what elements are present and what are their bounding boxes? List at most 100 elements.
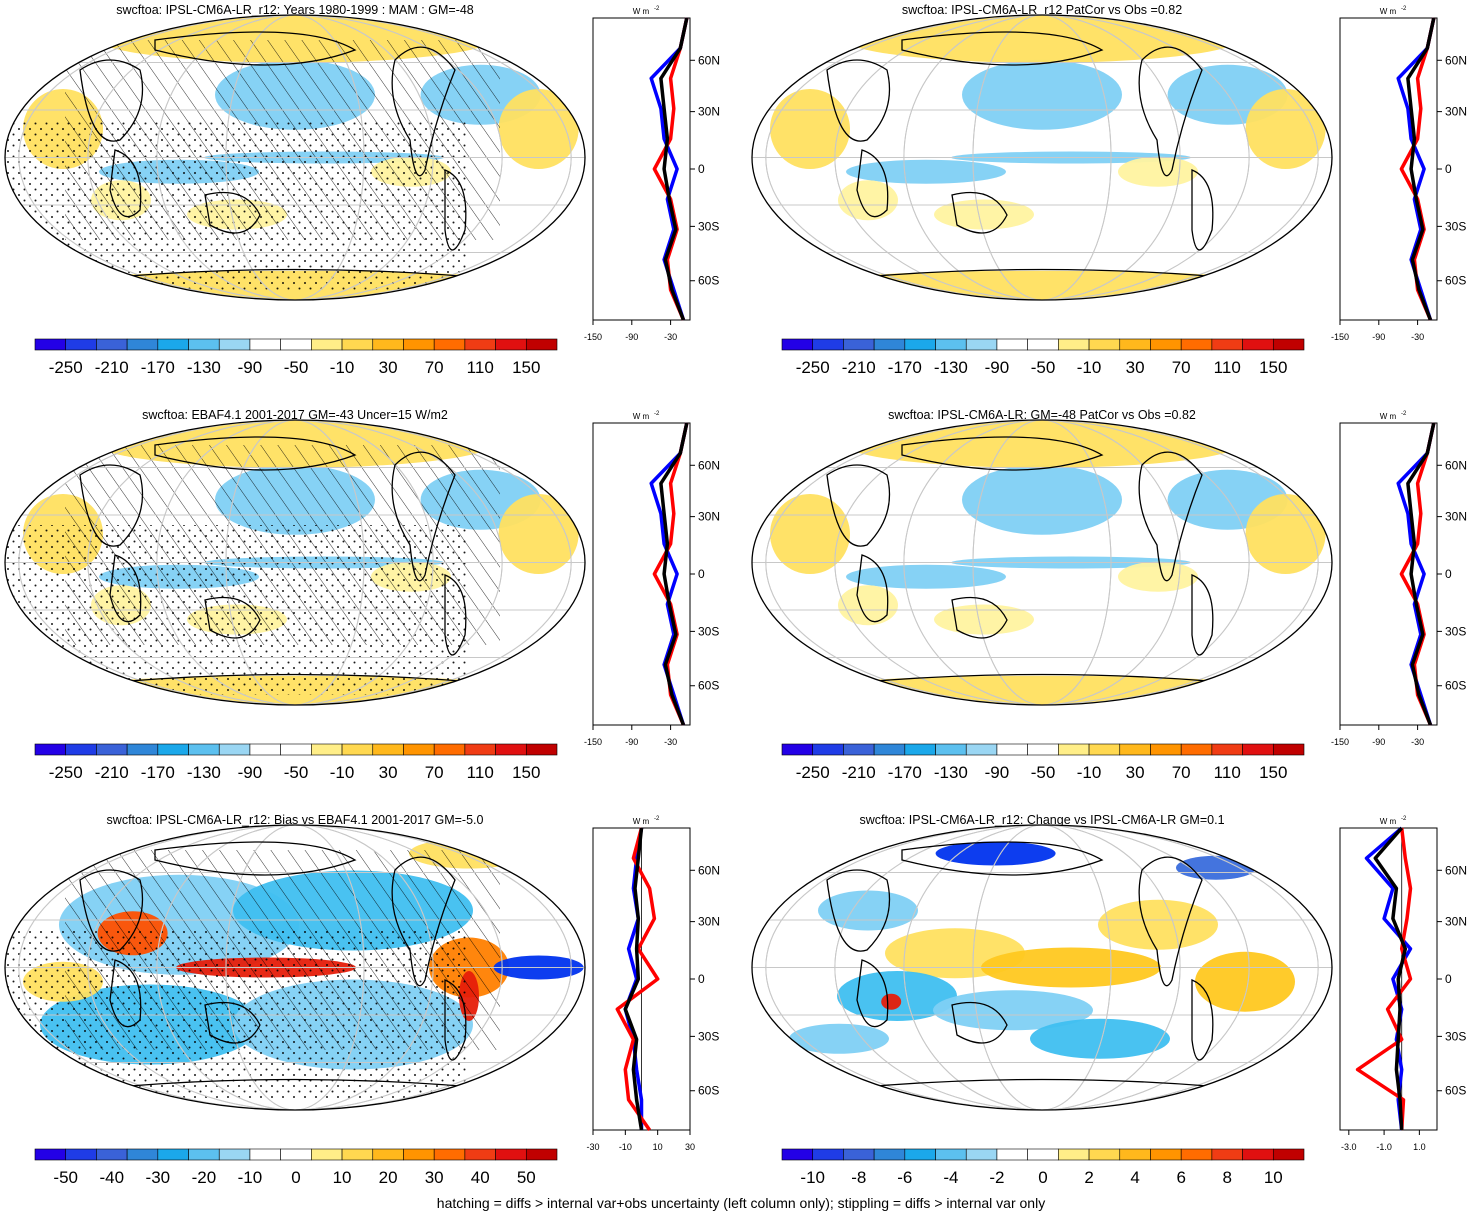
profile-series-black: [1406, 422, 1436, 726]
colorbar-cell: [249, 1148, 281, 1161]
coastline: [444, 979, 467, 1061]
coastline: [391, 46, 456, 177]
coastline: [204, 596, 261, 639]
colorbar-cell: [1088, 338, 1121, 351]
field-blob: [1030, 1018, 1170, 1059]
field-blob: [498, 89, 579, 169]
field-blob: [770, 494, 850, 574]
colorbar-cell: [1150, 743, 1182, 756]
colorbar-tick-label: -170: [888, 358, 922, 377]
colorbar-cell: [935, 1148, 967, 1161]
colorbar-cell: [1027, 338, 1059, 351]
colorbar-cell: [403, 743, 435, 756]
colorbar-tick-label: -10: [1077, 358, 1102, 377]
x-tick-label: 1.0: [1413, 1142, 1426, 1152]
colorbar-tick-label: -10: [1077, 763, 1102, 782]
field-blob: [1195, 951, 1295, 1012]
colorbar-tick-label: 70: [1172, 358, 1191, 377]
profile-unit-exp: -2: [654, 411, 660, 417]
field-blob: [1098, 899, 1218, 950]
colorbar-cell: [341, 338, 374, 351]
colorbar-cell: [1119, 338, 1151, 351]
colorbar-cell: [1272, 1148, 1305, 1161]
profile-series-red: [1355, 827, 1413, 1131]
colorbar-cell: [1058, 743, 1090, 756]
field-blob: [818, 890, 918, 931]
colorbar-cell: [280, 743, 312, 756]
colorbar-cell: [843, 743, 875, 756]
lat-label: 60N: [1445, 458, 1467, 472]
lat-label: 30N: [1445, 510, 1467, 524]
colorbar-tick-label: -250: [796, 763, 830, 782]
profile-series-black: [659, 422, 689, 726]
colorbar-tick-label: -130: [934, 763, 968, 782]
colorbar-cell: [341, 743, 374, 756]
colorbar-cell: [249, 338, 281, 351]
x-tick-label: -90: [1372, 737, 1385, 747]
panel-3: swcftoa: EBAF4.1 2001-2017 GM=-43 Uncer=…: [4, 408, 720, 782]
map-field: [5, 825, 585, 1110]
map-field: [752, 825, 1332, 1110]
colorbar-cell: [781, 1148, 814, 1161]
colorbar-cell: [996, 743, 1028, 756]
field-blob: [934, 604, 1034, 635]
profile-series-black: [659, 17, 689, 321]
grid-lon: [765, 825, 1319, 1110]
x-tick-label: -90: [625, 737, 638, 747]
colorbar-cell: [403, 1148, 435, 1161]
colorbar-tick-label: 30: [379, 763, 398, 782]
colorbar-cell: [34, 338, 67, 351]
zonal-profile: W m -2 60N 30N 0 30S 60S -150 -90 -30: [1331, 411, 1467, 747]
coastline: [444, 169, 467, 251]
profile-unit: W m: [633, 7, 650, 16]
profile-frame: [1339, 827, 1438, 1131]
colorbar-cell: [1027, 743, 1059, 756]
x-tick-label: -30: [1411, 737, 1424, 747]
colorbar-cell: [96, 1148, 128, 1161]
colorbar-tick-label: 110: [467, 358, 494, 377]
lat-label: 0: [698, 162, 705, 176]
lat-label: 30N: [698, 105, 720, 119]
map-border: [4, 824, 586, 1111]
colorbar-tick-label: -10: [330, 763, 355, 782]
coastline: [154, 436, 357, 471]
colorbar-tick-label: -130: [187, 763, 221, 782]
field-blob: [1245, 494, 1326, 574]
colorbar-cell: [1150, 338, 1182, 351]
colorbar-tick-label: 4: [1130, 1168, 1139, 1187]
colorbar-cell: [126, 1148, 159, 1161]
lat-label: 0: [698, 972, 705, 986]
colorbar-cell: [843, 338, 875, 351]
colorbar-cell: [433, 743, 466, 756]
colorbar-tick-label: -130: [187, 358, 221, 377]
coastline: [901, 31, 1104, 66]
colorbar-tick-label: -2: [989, 1168, 1004, 1187]
colorbar-cell: [495, 743, 527, 756]
colorbar-cell: [843, 1148, 875, 1161]
colorbar-tick-label: -50: [53, 1168, 78, 1187]
zonal-profile: W m -2 60N 30N 0 30S 60S -150 -90 -30: [1331, 6, 1467, 342]
colorbar-cell: [812, 338, 844, 351]
lat-label: 30N: [698, 510, 720, 524]
coastline: [79, 464, 144, 547]
colorbar-cell: [1119, 743, 1151, 756]
map-field: [752, 15, 1332, 301]
field-blob: [1176, 855, 1256, 880]
colorbar-cell: [1058, 1148, 1090, 1161]
panel-5: swcftoa: IPSL-CM6A-LR_r12: Bias vs EBAF4…: [4, 813, 720, 1187]
field-blob: [770, 89, 850, 169]
profile-unit: W m: [633, 817, 650, 826]
colorbar-cell: [157, 338, 189, 351]
x-tick-label: -150: [1331, 737, 1349, 747]
colorbar-cell: [372, 1148, 404, 1161]
colorbar-cell: [495, 1148, 527, 1161]
profile-series-black: [1373, 826, 1408, 1131]
colorbar-tick-label: -20: [192, 1168, 217, 1187]
field-blob: [792, 270, 1292, 301]
colorbar-cell: [812, 743, 844, 756]
zonal-profile: W m -2 60N 30N 0 30S 60S -150 -90 -30: [584, 411, 720, 747]
field-blob: [962, 464, 1122, 535]
colorbar-tick-label: -50: [1031, 763, 1056, 782]
colorbar-tick-label: 150: [512, 358, 540, 377]
colorbar-cell: [341, 1148, 374, 1161]
